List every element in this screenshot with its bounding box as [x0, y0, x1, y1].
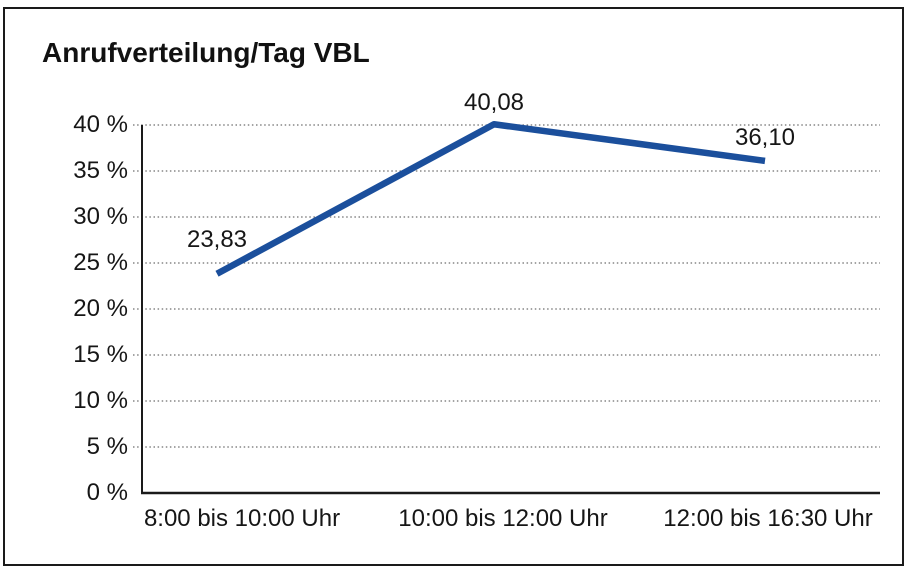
data-label-0: 23,83 — [186, 225, 248, 253]
data-label-2: 36,10 — [734, 123, 796, 151]
data-series-line — [215, 121, 766, 277]
ytick-label-15: 15 % — [73, 341, 128, 368]
ytick-label-10: 10 % — [73, 387, 128, 414]
ytick-label-40: 40 % — [73, 111, 128, 138]
xtick-label-1: 10:00 bis 12:00 Uhr — [398, 505, 608, 532]
ytick-label-0: 0 % — [86, 479, 128, 506]
chart-frame: Anrufverteilung/Tag VBL — [3, 7, 904, 566]
ytick-label-25: 25 % — [73, 249, 128, 276]
ytick-label-5: 5 % — [86, 433, 128, 460]
ytick-label-35: 35 % — [73, 157, 128, 184]
xtick-label-2: 12:00 bis 16:30 Uhr — [663, 505, 873, 532]
ytick-label-20: 20 % — [73, 295, 128, 322]
data-label-1: 40,08 — [463, 89, 525, 117]
chart-title: Anrufverteilung/Tag VBL — [42, 37, 370, 68]
ytick-label-30: 30 % — [73, 203, 128, 230]
xtick-label-0: 8:00 bis 10:00 Uhr — [143, 505, 341, 532]
